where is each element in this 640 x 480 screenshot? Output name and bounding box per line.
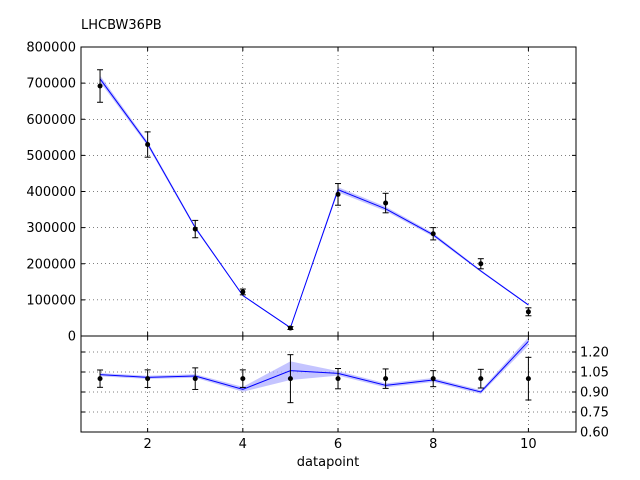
data-point	[382, 368, 389, 389]
data-marker	[287, 325, 293, 331]
data-marker	[97, 83, 103, 89]
data-point	[97, 369, 104, 388]
data-marker	[383, 376, 389, 382]
ratio-data-points	[97, 354, 532, 404]
data-point	[97, 69, 104, 103]
x-tick-labels: 2 4 6 8 10	[143, 437, 536, 452]
data-point	[239, 288, 246, 296]
data-point	[525, 356, 532, 401]
prediction-line	[99, 78, 529, 329]
y-tick-label: 0.90	[580, 386, 609, 401]
data-point	[477, 368, 484, 389]
y-tick-label: 700000	[26, 77, 76, 92]
y-tick-label: 200000	[26, 257, 76, 272]
data-marker	[335, 191, 341, 197]
main-data-points	[97, 69, 532, 331]
data-point	[239, 369, 246, 388]
data-point	[192, 367, 199, 390]
y-tick-label: 0.60	[580, 426, 609, 441]
x-tick-label: 2	[143, 437, 151, 452]
y-tick-label: 0	[68, 330, 76, 345]
data-marker	[192, 226, 198, 232]
data-marker	[335, 376, 341, 382]
data-point	[430, 370, 437, 388]
y-tick-label: 500000	[26, 149, 76, 164]
y-tick-label: 800000	[26, 41, 76, 56]
data-marker	[192, 376, 198, 382]
x-tick-label: 4	[239, 437, 247, 452]
data-marker	[240, 289, 246, 295]
data-point	[144, 369, 151, 388]
data-marker	[240, 376, 246, 382]
ratio-plot: 0.60 0.75 0.90 1.05 1.20 2 4 6 8 10	[80, 335, 609, 452]
data-marker	[430, 376, 436, 382]
data-point	[525, 307, 532, 317]
x-tick-label: 8	[429, 437, 437, 452]
data-point	[192, 219, 199, 239]
data-marker	[525, 376, 531, 382]
data-marker	[97, 376, 103, 382]
y-tick-label: 0.75	[580, 406, 609, 421]
data-point	[287, 325, 294, 331]
data-marker	[478, 376, 484, 382]
data-point	[382, 192, 389, 214]
data-point	[144, 131, 151, 158]
y-tick-label: 400000	[26, 185, 76, 200]
x-axis-label: datapoint	[297, 455, 359, 470]
y-tick-label: 600000	[26, 113, 76, 128]
data-marker	[478, 261, 484, 267]
data-marker	[430, 231, 436, 237]
ratio-y-tick-labels: 0.60 0.75 0.90 1.05 1.20	[580, 346, 609, 441]
data-point	[287, 354, 294, 404]
data-point	[335, 368, 342, 390]
data-marker	[145, 142, 151, 148]
ratio-prediction-line	[100, 340, 529, 393]
main-prediction-line	[99, 78, 529, 329]
data-marker	[383, 200, 389, 206]
data-marker	[145, 376, 151, 382]
data-point	[477, 258, 484, 270]
data-marker	[525, 309, 531, 315]
chart-title: LHCBW36PB	[81, 18, 162, 33]
data-point	[335, 183, 342, 206]
ratio-axes-frame	[80, 335, 577, 433]
prediction-line	[100, 340, 529, 393]
main-y-tick-labels: 0 100000 200000 300000 400000 500000 600000 700…	[26, 41, 76, 345]
x-tick-label: 6	[334, 437, 342, 452]
y-tick-label: 1.20	[580, 346, 609, 361]
x-tick-label: 10	[520, 437, 537, 452]
y-tick-label: 300000	[26, 221, 76, 236]
y-tick-label: 1.05	[580, 366, 609, 381]
data-point	[430, 227, 437, 241]
y-tick-label: 100000	[26, 293, 76, 308]
data-marker	[287, 376, 293, 382]
